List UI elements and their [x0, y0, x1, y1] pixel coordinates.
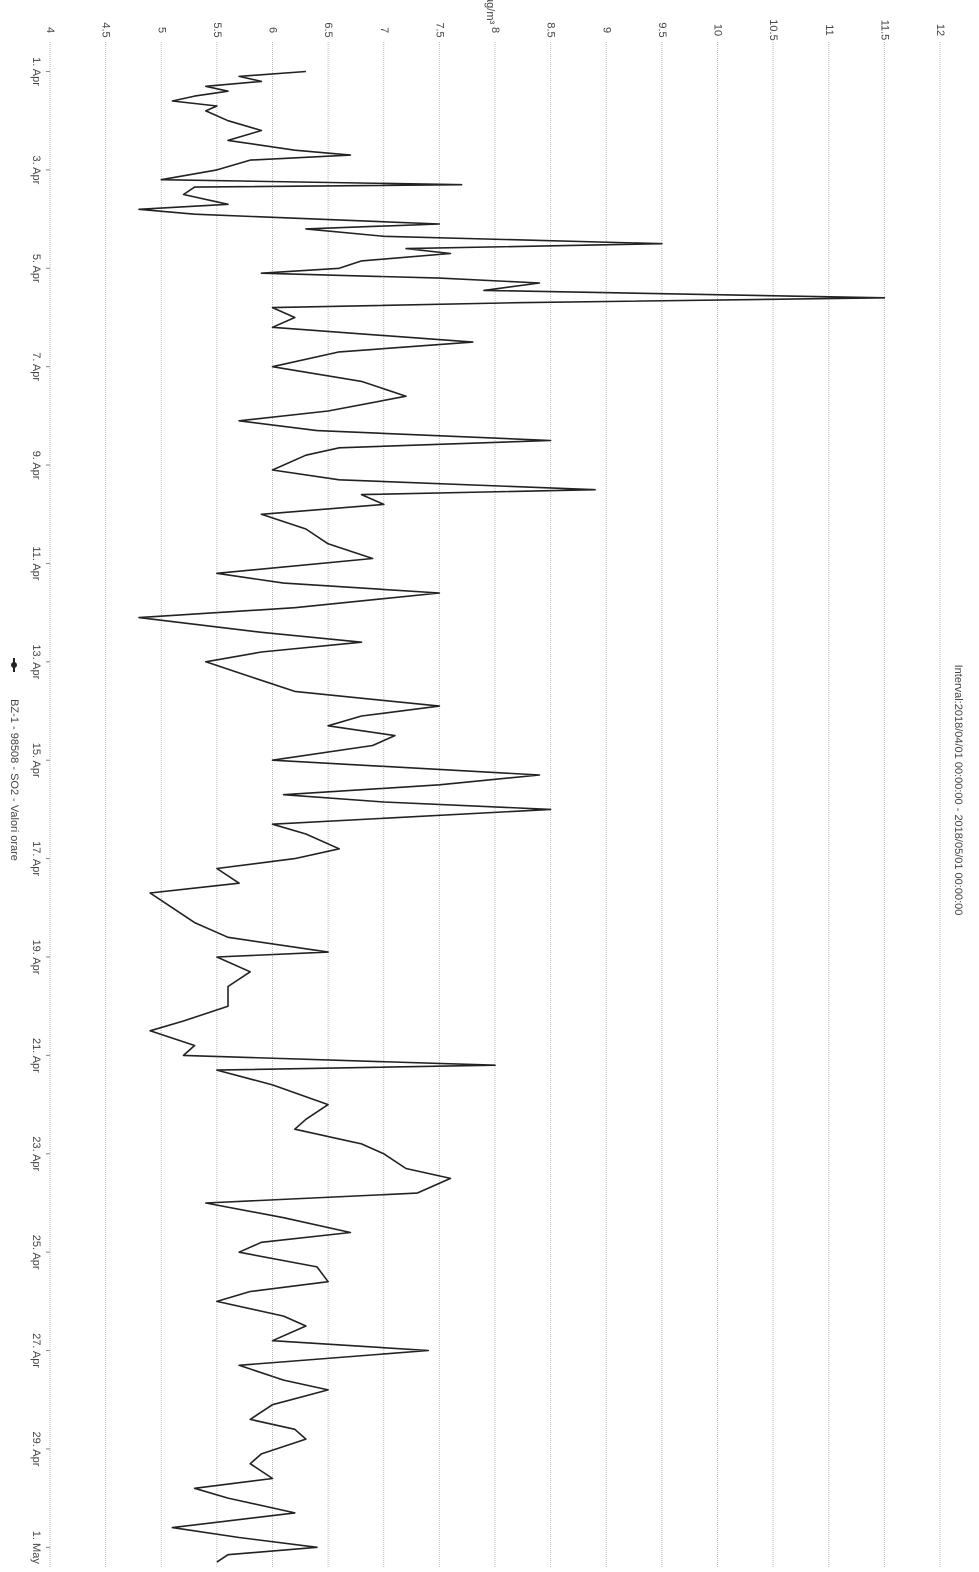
- x-tick-label: 17. Apr: [30, 841, 42, 876]
- x-tick-label: 27. Apr: [30, 1333, 42, 1368]
- y-tick-label: 6: [267, 27, 279, 33]
- x-tick-label: 23. Apr: [30, 1136, 42, 1171]
- x-tick-label: 29. Apr: [30, 1432, 42, 1467]
- y-tick-label: 8: [489, 27, 501, 33]
- y-axis-label: µg/m³: [484, 0, 496, 25]
- x-tick-label: 19. Apr: [30, 940, 42, 975]
- chart-title: Interval:2018/04/01 00:00:00 - 2018/05/0…: [952, 665, 964, 916]
- x-tick-label: 11. Apr: [30, 546, 42, 580]
- x-tick-label: 1. May: [30, 1531, 42, 1565]
- x-tick-label: 21. Apr: [30, 1038, 42, 1073]
- x-tick-label: 7. Apr: [30, 352, 42, 381]
- y-tick-label: 5.5: [211, 22, 223, 37]
- y-tick-label: 8.5: [545, 22, 557, 37]
- legend-label: BZ-1 - 98508 - SO2 - Valori orare: [8, 699, 20, 861]
- x-tick-label: 1. Apr: [30, 57, 42, 86]
- y-tick-label: 4: [44, 27, 56, 33]
- y-tick-label: 11: [823, 24, 835, 35]
- y-tick-label: 4.5: [100, 22, 112, 37]
- x-tick-label: 9. Apr: [30, 451, 42, 480]
- y-tick-label: 10.5: [767, 19, 779, 40]
- y-tick-label: 10: [712, 24, 724, 36]
- y-tick-label: 7: [378, 27, 390, 33]
- y-tick-label: 7.5: [433, 22, 445, 37]
- legend-marker: [11, 662, 17, 668]
- x-tick-label: 3. Apr: [30, 156, 42, 185]
- x-tick-label: 15. Apr: [30, 743, 42, 778]
- y-tick-label: 9.5: [656, 22, 668, 37]
- x-tick-label: 5. Apr: [30, 254, 42, 283]
- x-tick-label: 25. Apr: [30, 1235, 42, 1270]
- y-tick-label: 12: [934, 24, 946, 36]
- y-tick-label: 11.5: [878, 20, 890, 41]
- y-tick-label: 9: [600, 27, 612, 33]
- data-line: [138, 70, 886, 1563]
- y-tick-label: 6.5: [322, 22, 334, 37]
- x-tick-label: 13. Apr: [30, 644, 42, 679]
- y-tick-label: 5: [155, 27, 167, 33]
